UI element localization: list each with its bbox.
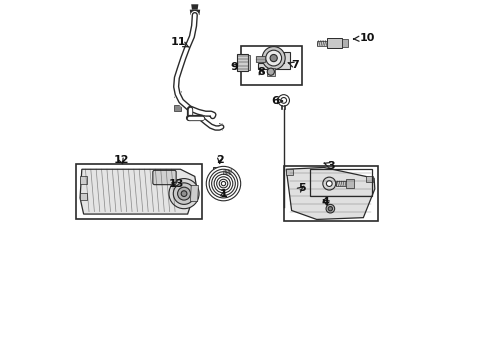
Polygon shape <box>346 179 354 188</box>
Polygon shape <box>267 68 275 76</box>
Text: 9: 9 <box>230 62 238 72</box>
Polygon shape <box>191 4 198 10</box>
Text: 10: 10 <box>353 33 375 43</box>
Polygon shape <box>342 40 348 46</box>
Circle shape <box>219 179 228 188</box>
Circle shape <box>281 98 287 103</box>
Polygon shape <box>317 41 327 45</box>
Circle shape <box>212 172 235 195</box>
Circle shape <box>266 50 282 66</box>
Text: 12: 12 <box>114 155 129 165</box>
Bar <box>242 45 302 85</box>
Polygon shape <box>80 193 87 200</box>
Polygon shape <box>327 38 342 48</box>
Bar <box>310 169 372 196</box>
Circle shape <box>173 183 195 204</box>
Circle shape <box>181 191 187 197</box>
Circle shape <box>270 54 277 62</box>
Circle shape <box>267 68 274 75</box>
Polygon shape <box>247 55 250 69</box>
Circle shape <box>326 181 332 186</box>
Polygon shape <box>258 51 290 69</box>
Polygon shape <box>191 185 198 202</box>
Circle shape <box>206 166 241 201</box>
Polygon shape <box>215 169 221 175</box>
Polygon shape <box>286 167 375 220</box>
Text: 7: 7 <box>288 60 299 70</box>
Circle shape <box>214 174 233 193</box>
Text: 8: 8 <box>257 67 265 77</box>
Text: 11: 11 <box>171 37 189 47</box>
Polygon shape <box>80 169 196 214</box>
Circle shape <box>262 46 285 69</box>
Circle shape <box>328 207 333 211</box>
Polygon shape <box>286 169 294 175</box>
Bar <box>174 91 181 97</box>
Circle shape <box>326 204 335 213</box>
Text: 4: 4 <box>322 197 330 207</box>
Polygon shape <box>223 170 233 175</box>
Circle shape <box>217 177 230 190</box>
Polygon shape <box>336 181 347 186</box>
Circle shape <box>278 95 290 106</box>
Polygon shape <box>213 167 223 177</box>
Text: 1: 1 <box>220 189 227 199</box>
Text: 5: 5 <box>297 183 305 193</box>
Polygon shape <box>256 56 265 62</box>
Bar <box>174 105 181 111</box>
Circle shape <box>323 177 336 190</box>
Polygon shape <box>190 10 200 15</box>
Polygon shape <box>80 176 87 184</box>
Text: 6: 6 <box>271 96 283 106</box>
Polygon shape <box>366 176 373 182</box>
Text: 2: 2 <box>216 155 224 165</box>
Polygon shape <box>219 123 223 131</box>
Circle shape <box>209 169 238 198</box>
Bar <box>76 164 202 220</box>
Circle shape <box>169 179 199 209</box>
Text: 13: 13 <box>169 179 185 189</box>
Bar <box>285 166 378 221</box>
Circle shape <box>177 187 191 200</box>
Circle shape <box>221 181 225 186</box>
Text: 3: 3 <box>324 161 335 171</box>
FancyBboxPatch shape <box>153 170 176 185</box>
Polygon shape <box>238 54 248 71</box>
